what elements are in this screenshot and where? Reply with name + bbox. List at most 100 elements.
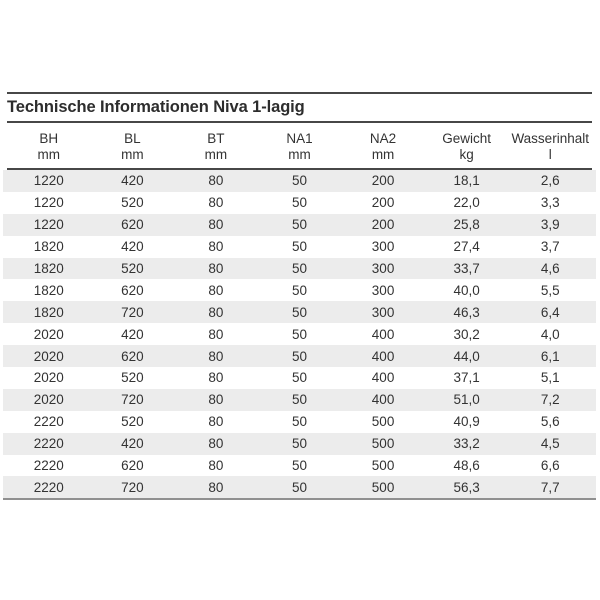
table-cell: 720 [121,304,144,320]
table-cell: 80 [208,414,224,430]
table-cell: 44,0 [453,348,480,364]
table-cell: 500 [371,479,395,495]
table-cell: 2020 [33,348,64,364]
table-cell: 50 [291,414,307,430]
column-unit: mm [204,146,228,162]
table-cell: 7,7 [540,479,560,495]
table-cell: 4,6 [540,261,560,276]
divider-top [7,92,592,94]
table-cell: 40,9 [453,414,480,430]
table-row: 2020 520 80 50 400 37,1 5,1 [3,367,596,389]
table-cell: 420 [121,239,144,255]
table-cell: 50 [291,217,307,233]
table-cell: 1820 [33,261,64,276]
column-label: NA2 [369,130,397,146]
table-cell: 33,7 [453,261,480,276]
table-cell: 80 [208,261,224,276]
table-cell: 50 [291,348,307,364]
table-cell: 2020 [33,392,64,408]
table-row: 1820 520 80 50 300 33,7 4,6 [3,257,596,280]
table-cell: 30,2 [453,326,480,342]
table-cell: 4,0 [540,326,560,342]
table-cell: 80 [208,326,224,342]
table-row: 2220 520 80 50 500 40,9 5,6 [3,411,596,433]
divider-under-header [7,168,592,170]
table-cell: 1220 [33,217,64,233]
table-cell: 720 [121,392,144,408]
table-row: 2020 720 80 50 400 51,0 7,2 [3,388,596,411]
table-cell: 25,8 [453,217,480,233]
table-cell: 520 [121,414,144,430]
table-cell: 1820 [33,304,64,320]
table-cell: 400 [371,392,395,408]
table-cell: 80 [208,195,224,211]
table-cell: 50 [291,326,307,342]
table-cell: 300 [371,261,395,276]
table-cell: 520 [121,370,144,386]
table-cell: 300 [371,304,395,320]
table-cell: 2220 [33,458,64,474]
table-cell: 80 [208,479,224,495]
table-row: 1220 620 80 50 200 25,8 3,9 [3,213,596,236]
table-cell: 500 [371,436,395,452]
table-cell: 40,0 [453,282,480,298]
table-cell: 50 [291,304,307,320]
table-cell: 300 [371,282,395,298]
table-cell: 2220 [33,436,64,452]
table-cell: 3,9 [540,217,560,233]
table-cell: 400 [371,326,395,342]
table-cell: 50 [291,173,307,189]
table-cell: 620 [121,282,144,298]
table-cell: 500 [371,458,395,474]
column-label: BT [207,130,225,146]
column-header: BL mm [91,131,175,163]
table-cell: 6,4 [540,304,560,320]
table-cell: 5,5 [540,282,560,298]
table-cell: 200 [371,217,395,233]
column-unit: mm [37,146,61,162]
table-cell: 80 [208,436,224,452]
table-cell: 720 [121,479,144,495]
table-cell: 1820 [33,282,64,298]
table-cell: 80 [208,392,224,408]
table-cell: 7,2 [540,392,560,408]
table-cell: 2220 [33,479,64,495]
table-cell: 420 [121,326,144,342]
table-cell: 500 [371,414,395,430]
table-row: 1820 720 80 50 300 46,3 6,4 [3,301,596,324]
spec-table: Technische Informationen Niva 1-lagig BH… [3,92,596,501]
table-row: 1220 520 80 50 200 22,0 3,3 [3,192,596,214]
table-cell: 300 [371,239,395,255]
table-cell: 620 [121,458,144,474]
table-title: Technische Informationen Niva 1-lagig [7,98,305,116]
table-row: 1820 420 80 50 300 27,4 3,7 [3,236,596,258]
table-row: 1220 420 80 50 200 18,1 2,6 [3,170,596,192]
table-cell: 2,6 [540,173,560,189]
column-unit: l [548,146,552,162]
table-cell: 48,6 [453,458,480,474]
table-cell: 400 [371,348,395,364]
table-row: 2220 720 80 50 500 56,3 7,7 [3,476,596,499]
table-cell: 50 [291,479,307,495]
table-cell: 50 [291,261,307,276]
table-cell: 2020 [33,370,64,386]
table-cell: 33,2 [453,436,480,452]
table-cell: 420 [121,173,144,189]
table-cell: 46,3 [453,304,480,320]
table-cell: 520 [121,195,144,211]
column-header: Gewicht kg [425,131,509,163]
table-cell: 80 [208,239,224,255]
table-cell: 520 [121,261,144,276]
table-cell: 50 [291,436,307,452]
table-cell: 80 [208,458,224,474]
column-header: NA2 mm [341,131,425,163]
table-cell: 3,3 [540,195,560,211]
table-cell: 1820 [33,239,64,255]
table-row: 1820 620 80 50 300 40,0 5,5 [3,279,596,301]
table-row: 2220 620 80 50 500 48,6 6,6 [3,455,596,477]
table-cell: 18,1 [453,173,480,189]
table-cell: 50 [291,282,307,298]
table-cell: 80 [208,217,224,233]
column-unit: mm [371,146,395,162]
